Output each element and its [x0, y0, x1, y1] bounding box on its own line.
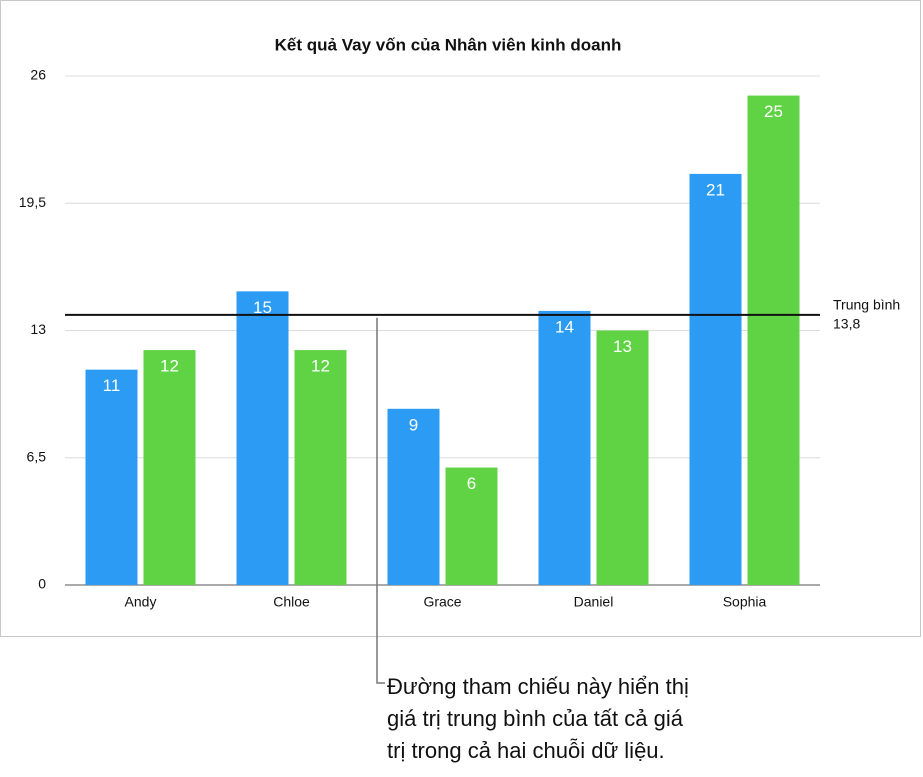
x-tick-label: Andy [125, 594, 157, 610]
data-label: 15 [253, 298, 272, 317]
x-tick-label: Daniel [574, 594, 614, 610]
bar [445, 467, 498, 585]
x-tick-label: Chloe [273, 594, 310, 610]
bar [747, 95, 800, 586]
chart-title: Kết quả Vay vốn của Nhân viên kinh doanh [275, 35, 622, 54]
bar [387, 408, 440, 585]
bar [538, 310, 591, 585]
annotation-text: Đường tham chiếu này hiển thị [387, 674, 689, 699]
y-tick-label: 19,5 [19, 194, 46, 210]
bar [689, 173, 742, 585]
data-label: 11 [103, 376, 121, 395]
data-label: 14 [555, 317, 574, 336]
y-tick-label: 26 [30, 67, 46, 83]
x-tick-label: Grace [423, 594, 461, 610]
chart-frame [0, 0, 921, 637]
data-label: 12 [160, 357, 179, 376]
bar [143, 350, 196, 585]
data-label: 13 [613, 337, 632, 356]
reference-label: Trung bình [833, 297, 900, 313]
callout-line [376, 317, 385, 684]
data-label: 6 [467, 474, 476, 493]
reference-value-label: 13,8 [833, 316, 860, 332]
bar [294, 350, 347, 585]
bar [85, 369, 138, 585]
annotation-text: giá trị trung bình của tất cả giá [387, 706, 684, 731]
data-label: 21 [706, 180, 725, 199]
x-tick-label: Sophia [723, 594, 767, 610]
data-label: 9 [409, 415, 418, 434]
annotation-text: trị trong cả hai chuỗi dữ liệu. [387, 738, 665, 763]
data-label: 12 [311, 357, 330, 376]
data-label: 25 [764, 102, 783, 121]
y-tick-label: 0 [38, 576, 46, 592]
bar [236, 291, 289, 585]
y-tick-label: 6,5 [27, 448, 47, 464]
bar [596, 330, 649, 585]
y-tick-label: 13 [30, 321, 46, 337]
